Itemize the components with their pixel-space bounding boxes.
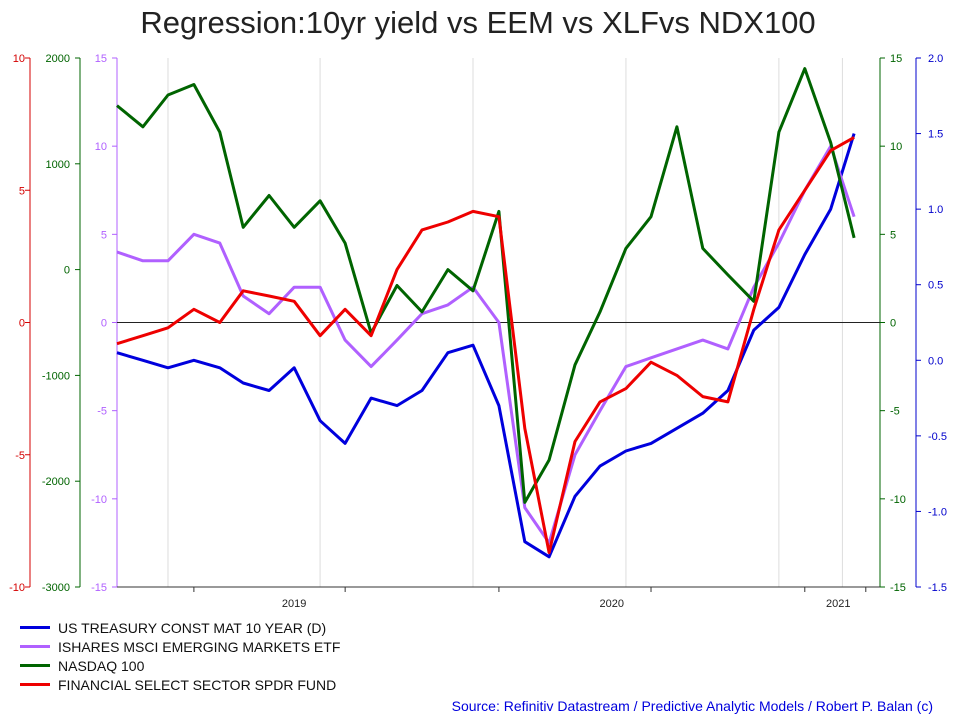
tick-label-green_right: -15 — [890, 582, 906, 594]
source-note: Source: Refinitiv Datastream / Predictiv… — [451, 698, 933, 714]
tick-label-purple_left: 5 — [101, 229, 107, 241]
x-tick-label: 2020 — [599, 598, 623, 610]
tick-label-green_left: -1000 — [42, 370, 70, 382]
x-tick-label: 2021 — [826, 598, 850, 610]
tick-label-purple_left: -10 — [91, 494, 107, 506]
chart-title: Regression:10yr yield vs EEM vs XLFvs ND… — [140, 5, 815, 40]
tick-label-purple_left: -15 — [91, 582, 107, 594]
tick-label-purple_left: 0 — [101, 318, 107, 330]
legend-swatch — [20, 683, 50, 686]
legend-label: US TREASURY CONST MAT 10 YEAR (D) — [58, 619, 327, 636]
tick-label-blue_right: 0.5 — [928, 280, 943, 292]
x-tick-label: 2019 — [282, 598, 306, 610]
tick-label-red_left: -10 — [9, 582, 25, 594]
legend-label: ISHARES MSCI EMERGING MARKETS ETF — [58, 638, 341, 655]
tick-label-purple_left: 15 — [95, 53, 107, 65]
legend-label: FINANCIAL SELECT SECTOR SPDR FUND — [58, 676, 337, 693]
tick-label-red_left: -5 — [15, 450, 25, 462]
tick-label-blue_right: 2.0 — [928, 53, 943, 65]
tick-label-green_right: 0 — [890, 318, 896, 330]
tick-label-red_left: 0 — [19, 318, 25, 330]
tick-label-green_left: 0 — [64, 265, 70, 277]
tick-label-purple_left: 10 — [95, 141, 107, 153]
tick-label-green_right: -10 — [890, 494, 906, 506]
legend-label: NASDAQ 100 — [58, 657, 145, 674]
legend-entry: FINANCIAL SELECT SECTOR SPDR FUND — [20, 675, 580, 694]
series-line-0 — [116, 133, 856, 559]
tick-label-green_right: 5 — [890, 229, 896, 241]
series-line-2 — [116, 67, 856, 504]
legend-swatch — [20, 645, 50, 648]
tick-label-red_left: 5 — [19, 185, 25, 197]
tick-label-green_left: 1000 — [46, 159, 70, 171]
tick-label-blue_right: -1.0 — [928, 506, 947, 518]
tick-label-blue_right: -1.5 — [928, 582, 947, 594]
tick-label-green_left: -3000 — [42, 582, 70, 594]
tick-label-blue_right: 0.0 — [928, 355, 943, 367]
tick-label-purple_left: -5 — [97, 406, 107, 418]
legend-entry: ISHARES MSCI EMERGING MARKETS ETF — [20, 637, 580, 656]
series-line-1 — [116, 144, 856, 545]
tick-label-blue_right: -0.5 — [928, 431, 947, 443]
tick-label-blue_right: 1.5 — [928, 129, 943, 141]
axes: 10 5 0 -5 -10 2000 1000 0 -1000 -2000 -3000 15 10 5 0 -… — [9, 53, 947, 610]
legend-swatch — [20, 626, 50, 629]
chart-legend: US TREASURY CONST MAT 10 YEAR (D) ISHARES… — [20, 618, 580, 694]
tick-label-green_left: 2000 — [46, 53, 70, 65]
tick-label-green_right: 15 — [890, 53, 902, 65]
legend-entry: US TREASURY CONST MAT 10 YEAR (D) — [20, 618, 580, 637]
legend-entry: NASDAQ 100 — [20, 656, 580, 675]
tick-label-green_right: -5 — [890, 406, 900, 418]
tick-label-blue_right: 1.0 — [928, 204, 943, 216]
series-lines — [116, 67, 856, 559]
legend-swatch — [20, 664, 50, 667]
tick-label-green_left: -2000 — [42, 476, 70, 488]
series-line-3 — [116, 136, 855, 555]
tick-label-green_right: 10 — [890, 141, 902, 153]
tick-label-red_left: 10 — [13, 53, 25, 65]
